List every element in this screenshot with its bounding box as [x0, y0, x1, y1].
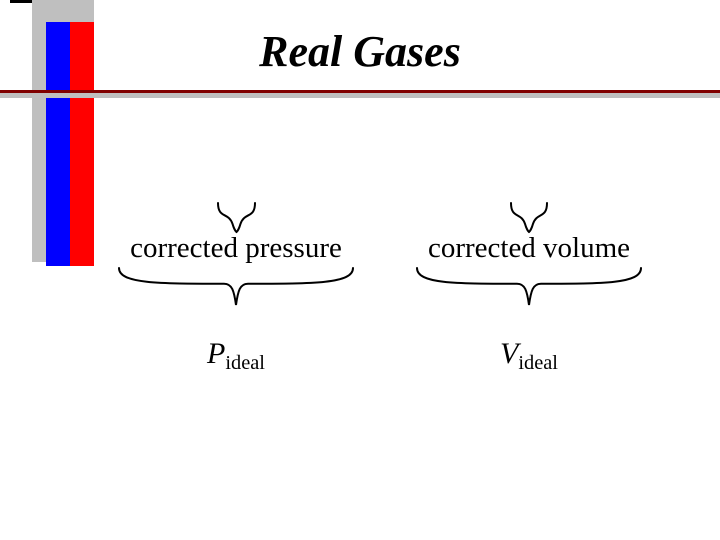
- upper-brace-icon: [508, 200, 550, 234]
- top-tick-mark: [10, 0, 32, 3]
- lower-brace-icon: [414, 263, 644, 309]
- page-title: Real Gases: [0, 26, 720, 77]
- title-rule: [0, 90, 720, 93]
- lower-brace-icon: [116, 263, 356, 309]
- column-pressure: corrected pressure Pideal: [116, 200, 356, 371]
- corrected-pressure-label: corrected pressure: [130, 232, 342, 265]
- content-area: corrected pressure Pideal corrected volu…: [60, 200, 700, 371]
- v-ideal-label: Videal: [500, 337, 558, 371]
- corrected-volume-label: corrected volume: [428, 232, 630, 265]
- upper-brace-icon: [215, 200, 258, 234]
- p-ideal-sub: ideal: [225, 352, 265, 374]
- p-ideal-var: P: [207, 337, 225, 370]
- v-ideal-var: V: [500, 337, 518, 370]
- column-volume: corrected volume Videal: [414, 200, 644, 371]
- p-ideal-label: Pideal: [207, 337, 265, 371]
- v-ideal-sub: ideal: [518, 352, 558, 374]
